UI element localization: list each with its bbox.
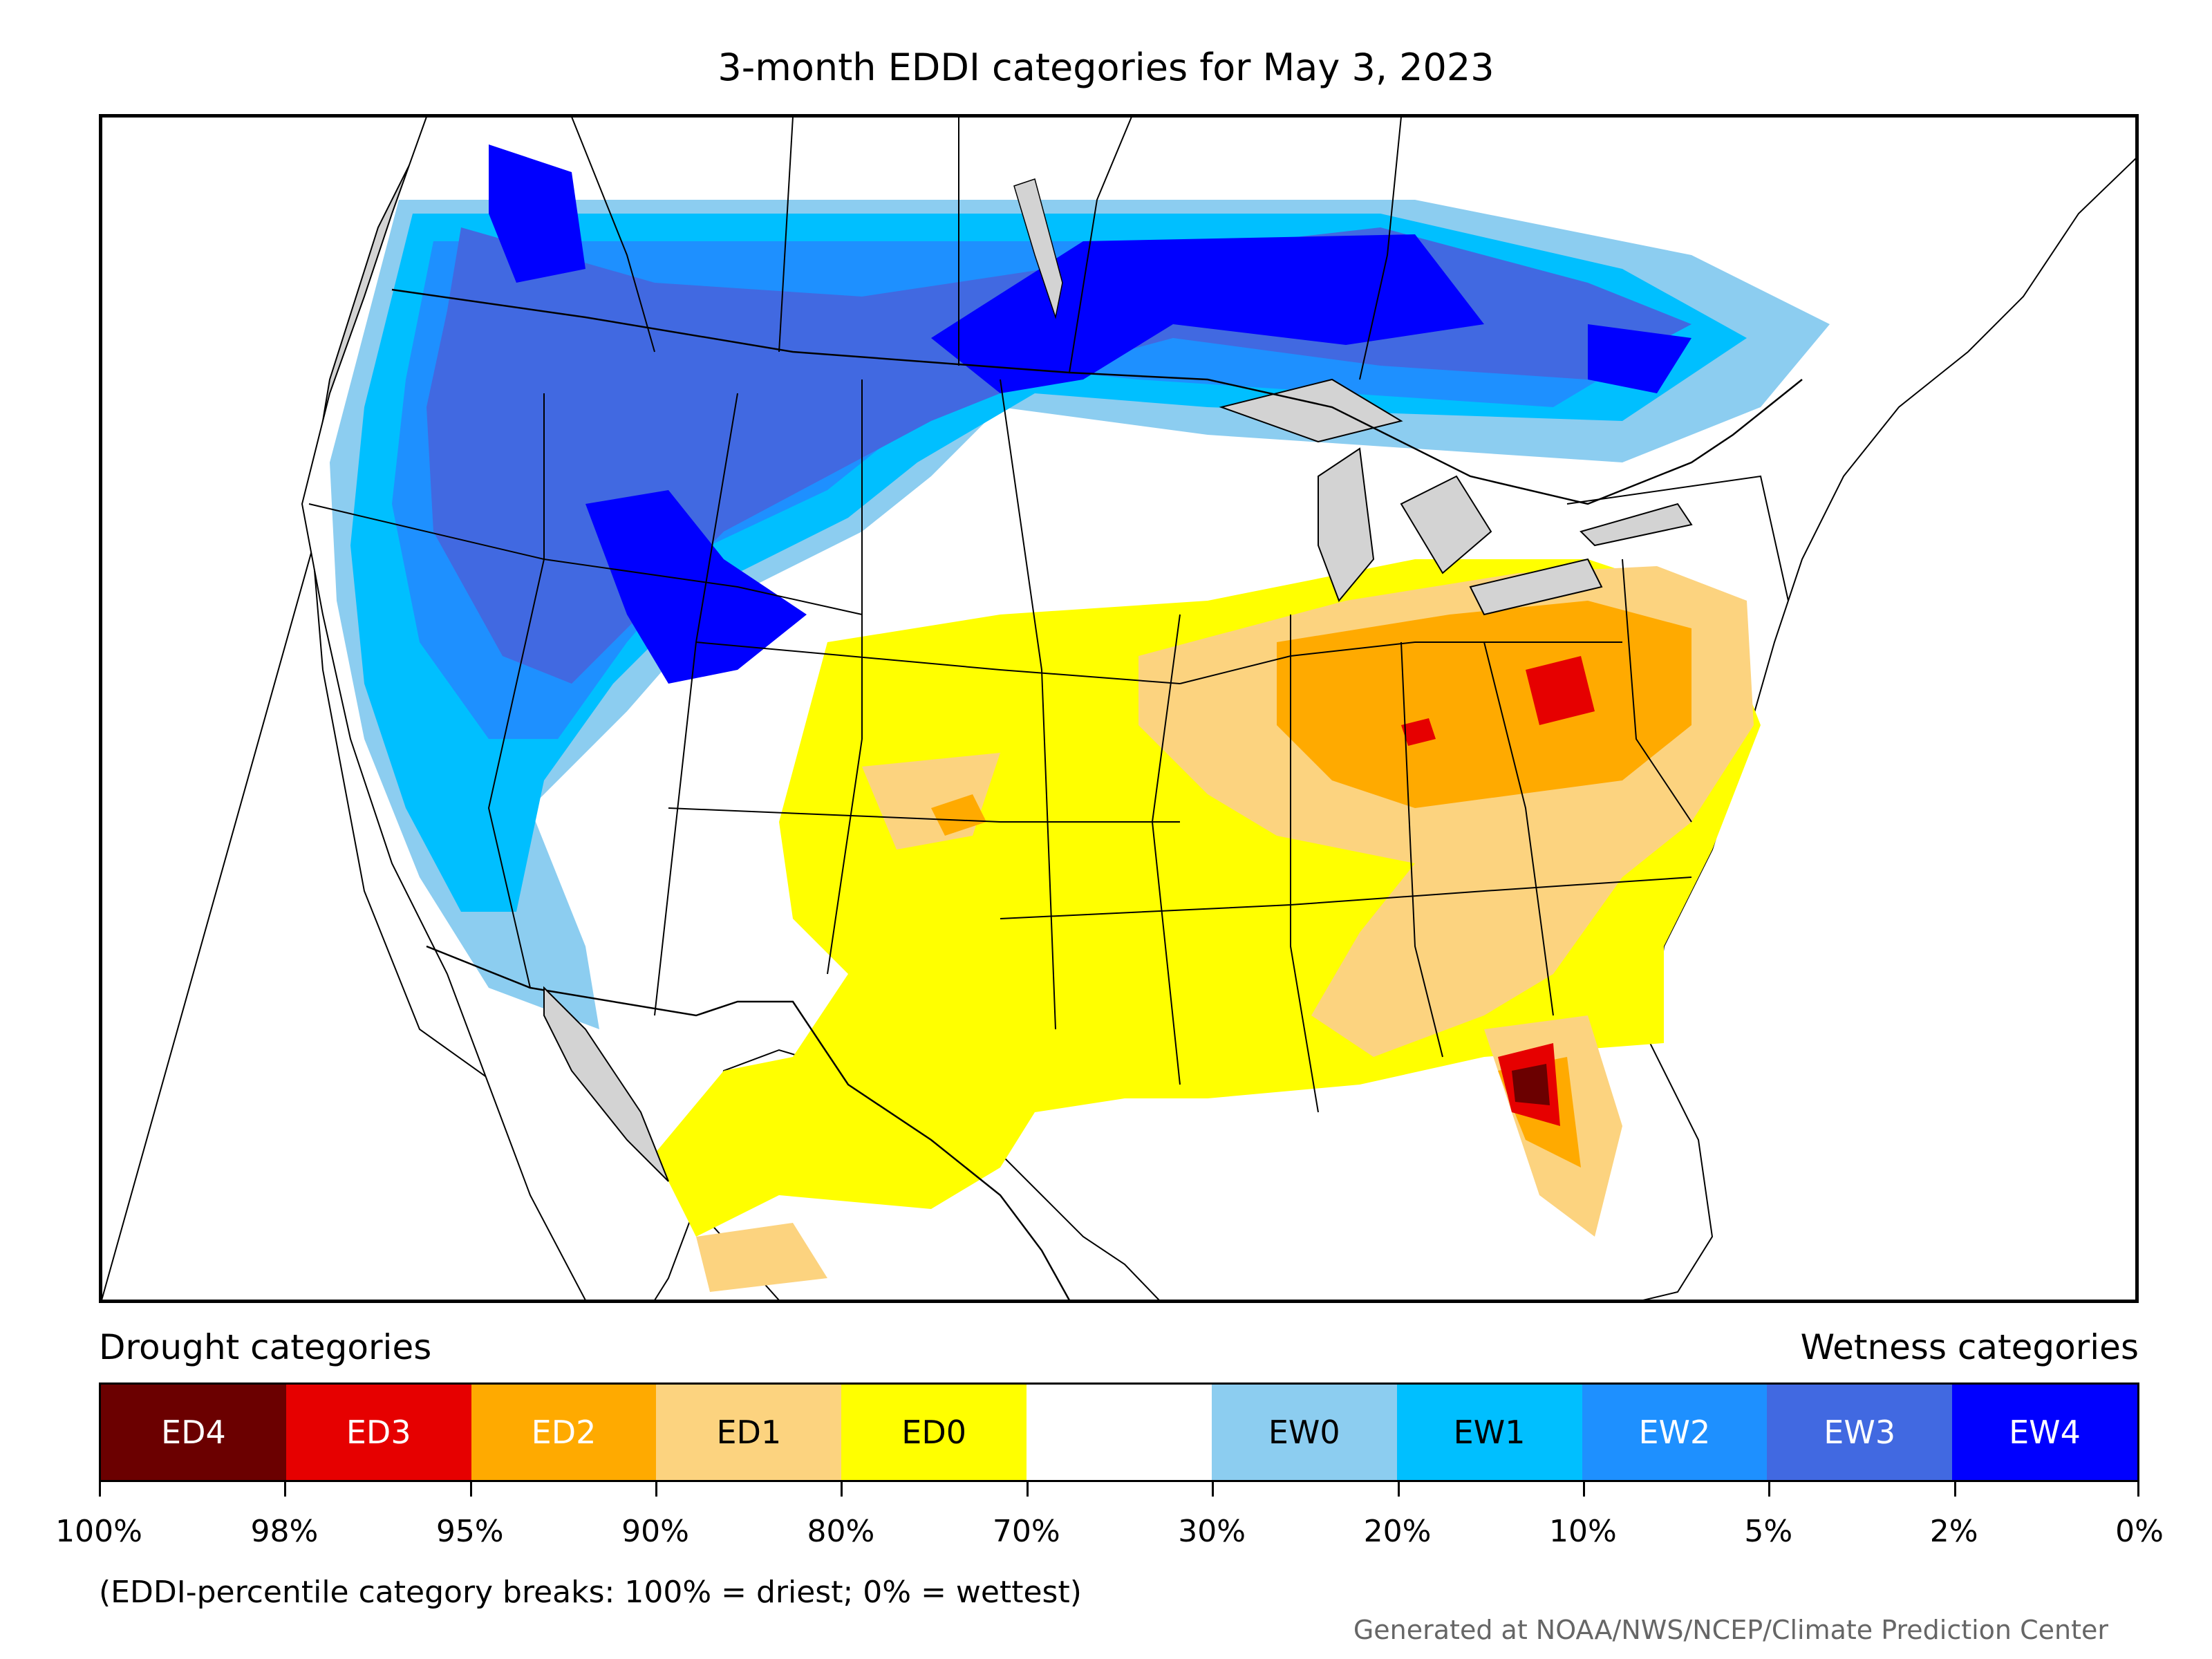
colorbar-tick-label: 90%: [621, 1514, 689, 1549]
category-label: EW1: [1453, 1414, 1526, 1451]
category-label: ED0: [901, 1414, 967, 1451]
category-ew0: EW0: [1211, 1385, 1397, 1480]
category-label: EW0: [1268, 1414, 1340, 1451]
us-mexico-border: [426, 945, 1071, 1300]
colorbar-tick: [1212, 1480, 1215, 1497]
category-ew3: EW3: [1767, 1385, 1953, 1480]
colorbar-tick: [469, 1480, 472, 1497]
map-title: 3-month EDDI categories for May 3, 2023: [718, 46, 1494, 89]
category-breaks-note: (EDDI-percentile category breaks: 100% =…: [99, 1575, 1082, 1610]
category-label: EW4: [2009, 1414, 2081, 1451]
colorbar-tick-label: 5%: [1744, 1514, 1793, 1549]
category-ed2: ED2: [471, 1385, 657, 1480]
credit-text: Generated at NOAA/NWS/NCEP/Climate Predi…: [1353, 1615, 2108, 1645]
colorbar-tick: [2137, 1480, 2139, 1497]
lake-winnipeg: [1013, 178, 1063, 319]
category-neutral: [1027, 1385, 1212, 1480]
category-label: ED2: [531, 1414, 597, 1451]
map-canvas: [102, 117, 2136, 1300]
category-label: EW2: [1638, 1414, 1711, 1451]
great-lakes: [1219, 378, 1693, 616]
colorbar-tick: [841, 1480, 843, 1497]
colorbar-tick-label: 10%: [1549, 1514, 1617, 1549]
colorbar-tick: [1026, 1480, 1029, 1497]
colorbar-ticks: [99, 1480, 2139, 1501]
colorbar-tick-label: 2%: [1929, 1514, 1978, 1549]
drought-categories-label: Drought categories: [99, 1327, 432, 1367]
colorbar-tick: [1582, 1480, 1585, 1497]
category-label: ED4: [161, 1414, 226, 1451]
gulf-of-california: [543, 986, 669, 1182]
colorbar-tick-label: 95%: [435, 1514, 504, 1549]
ew4-region: [489, 144, 1691, 684]
category-colorbar: ED4 ED3 ED2 ED1 ED0 EW0 EW1 EW2 EW3 EW4: [99, 1382, 2139, 1482]
category-ed1: ED1: [656, 1385, 842, 1480]
category-ew1: EW1: [1396, 1385, 1582, 1480]
category-ed3: ED3: [285, 1385, 471, 1480]
colorbar-tick-label: 20%: [1363, 1514, 1432, 1549]
colorbar-tick: [1397, 1480, 1400, 1497]
colorbar-tick: [284, 1480, 287, 1497]
wetness-categories-label: Wetness categories: [1800, 1327, 2139, 1367]
category-label: ED1: [716, 1414, 782, 1451]
ed4-region: [1512, 1064, 1550, 1105]
category-label: ED3: [346, 1414, 411, 1451]
ed3-region: [1401, 656, 1595, 1126]
category-ed0: ED0: [841, 1385, 1027, 1480]
eddi-map: [99, 114, 2139, 1303]
colorbar-tick: [1953, 1480, 1956, 1497]
colorbar-tick-label: 0%: [2115, 1514, 2164, 1549]
ed2-region: [931, 601, 1691, 1168]
colorbar-tick-label: 80%: [807, 1514, 875, 1549]
category-label: EW3: [1824, 1414, 1896, 1451]
colorbar-tick-label: 100%: [55, 1514, 142, 1549]
colorbar-tick: [99, 1480, 101, 1497]
us-canada-border: [391, 288, 1803, 505]
colorbar-tick: [655, 1480, 658, 1497]
category-ew2: EW2: [1582, 1385, 1768, 1480]
colorbar-tick-label: 98%: [250, 1514, 319, 1549]
colorbar-tick: [1768, 1480, 1771, 1497]
category-ew4: EW4: [1952, 1385, 2137, 1480]
colorbar-tick-label: 30%: [1178, 1514, 1246, 1549]
category-ed4: ED4: [101, 1385, 286, 1480]
colorbar-tick-label: 70%: [992, 1514, 1060, 1549]
state-borders: [308, 117, 1789, 1113]
ew3-region: [427, 227, 1691, 684]
